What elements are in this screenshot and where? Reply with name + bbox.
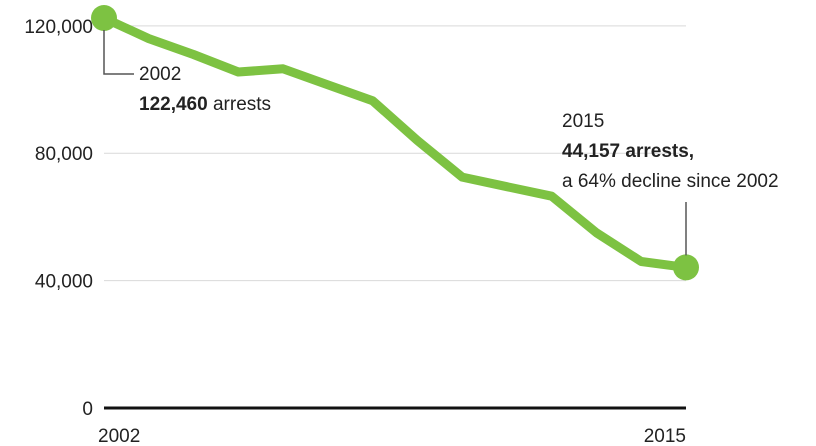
- series-line: [99, 13, 691, 272]
- x-tick-label: 2015: [644, 426, 686, 446]
- annotation-end-year: 2015: [562, 111, 604, 132]
- annotation-start-value: 122,460 arrests: [139, 94, 271, 115]
- annotation-start-leader: [103, 30, 134, 75]
- annotations: 2002 122,460 arrests 2015 44,157 arrests…: [103, 30, 779, 256]
- annotation-start-suffix: arrests: [208, 94, 271, 115]
- y-tick-label: 0: [82, 399, 93, 420]
- x-tick-label: 2002: [98, 426, 140, 446]
- annotation-end-note: a 64% decline since 2002: [562, 171, 779, 192]
- y-tick-label: 80,000: [35, 144, 93, 165]
- grid-lines: [104, 25, 686, 282]
- x-axis-tick-labels: 2002 2015: [98, 426, 686, 446]
- y-tick-label: 40,000: [35, 272, 93, 293]
- annotation-end: 2015 44,157 arrests, a 64% decline since…: [562, 111, 779, 256]
- annotation-start-year: 2002: [139, 64, 181, 85]
- y-axis-tick-labels: 0 40,000 80,000 120,000: [24, 17, 93, 420]
- point-end: [673, 254, 699, 281]
- series-layer: [91, 5, 699, 281]
- annotation-end-value: 44,157 arrests,: [562, 141, 694, 162]
- annotation-start: 2002 122,460 arrests: [103, 30, 271, 115]
- point-start: [91, 5, 117, 31]
- y-tick-label: 120,000: [24, 17, 93, 38]
- annotation-start-count: 122,460: [139, 94, 208, 115]
